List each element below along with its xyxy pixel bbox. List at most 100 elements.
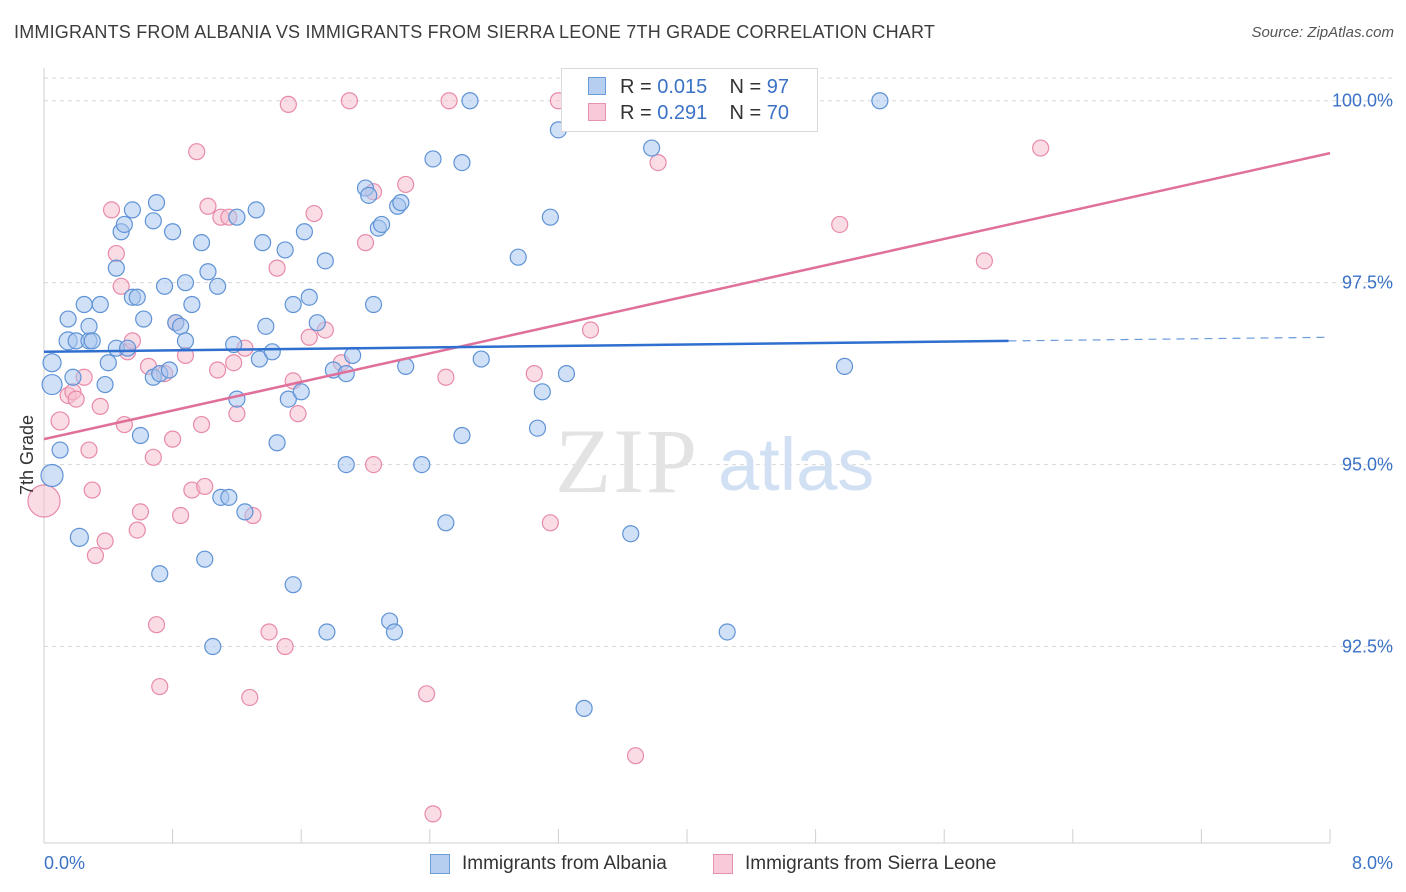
albania-point (424, 150, 442, 168)
sierra-leone-point (107, 244, 125, 263)
albania-legend-swatch (430, 854, 450, 874)
albania-point (718, 623, 736, 641)
albania-point (99, 354, 117, 372)
n-label: N = (729, 75, 762, 98)
y-axis-label: 7th Grade (17, 415, 37, 495)
sierra-leone-point (525, 365, 543, 383)
sierra-leone-point (96, 532, 114, 550)
albania-point (69, 527, 89, 547)
sierra-leone-point (102, 201, 121, 219)
sierra-leone-point (151, 677, 169, 696)
watermark-atlas: atlas (718, 423, 874, 506)
albania-n-value: 97 (766, 75, 790, 98)
albania-point (308, 314, 326, 332)
sierra-leone-point (86, 546, 105, 565)
sierra-leone-point (112, 277, 130, 295)
albania-point (316, 252, 334, 270)
bottom-legend-sierra-leone: Immigrants from Sierra Leone (713, 852, 996, 876)
albania-point (472, 350, 490, 368)
legend-row-albania: R = 0.015 N = 97 (588, 74, 789, 100)
sierra-leone-point (279, 95, 297, 113)
albania-point (91, 295, 109, 314)
axes (43, 68, 1331, 844)
albania-point (622, 525, 640, 543)
albania-point (453, 426, 471, 445)
y-tick-label: 95.0% (1342, 455, 1393, 475)
source-label: Source: ZipAtlas.com (1251, 24, 1394, 41)
albania-point (75, 295, 93, 314)
albania-point (533, 383, 551, 401)
sierra-leone-point (241, 688, 259, 707)
albania-point (300, 288, 318, 306)
sierra-leone-point (975, 252, 993, 270)
sierra-leone-legend-swatch (713, 854, 733, 874)
albania-point (40, 463, 64, 488)
tick-labels: 92.5% 95.0% 97.5% 100.0% 0.0% 8.0% (44, 91, 1393, 873)
albania-point (392, 194, 410, 212)
sierra-leone-point (147, 616, 166, 634)
sierra-leone-point (300, 328, 318, 346)
sierra-leone-point (1032, 139, 1050, 157)
albania-point (80, 317, 98, 335)
sierra-leone-point (128, 521, 146, 539)
x-tick-label-min: 0.0% (44, 853, 85, 873)
sierra-leone-point (397, 175, 415, 194)
albania-point (337, 455, 355, 474)
albania-point (64, 368, 82, 386)
albania-points (40, 92, 889, 717)
sierra-leone-n-value: 70 (766, 101, 790, 124)
albania-point (172, 317, 190, 335)
sierra-leone-point (364, 455, 383, 474)
albania-point (284, 576, 302, 594)
albania-point (164, 223, 182, 241)
albania-point (199, 263, 217, 281)
sierra-leone-point (260, 623, 278, 641)
sierra-leone-point (225, 354, 243, 372)
watermark: ZIP atlas (555, 410, 874, 512)
albania-point (541, 208, 559, 226)
albania-point (209, 277, 227, 295)
albania-point (268, 434, 286, 452)
albania-point (360, 186, 378, 204)
sierra-leone-point (192, 415, 211, 434)
sierra-leone-point (276, 637, 294, 656)
albania-point (176, 274, 195, 292)
sierra-leone-point (440, 92, 458, 110)
chart-title: IMMIGRANTS FROM ALBANIA VS IMMIGRANTS FR… (14, 22, 936, 42)
sierra-leone-swatch (588, 103, 606, 121)
sierra-leone-point (209, 361, 227, 379)
albania-point (135, 310, 153, 328)
albania-point (372, 215, 391, 234)
sierra-leone-point (581, 321, 600, 339)
albania-point (123, 201, 142, 219)
sierra-leone-legend-label: Immigrants from Sierra Leone (745, 853, 997, 874)
albania-point (254, 234, 272, 252)
albania-point (557, 365, 576, 383)
albania-point (318, 623, 336, 641)
albania-point (107, 259, 125, 277)
n-label: N = (729, 101, 762, 124)
sierra-leone-point (172, 506, 190, 525)
sierra-leone-point (268, 259, 286, 277)
sierra-leone-point (131, 503, 150, 521)
albania-trend-line (43, 339, 1009, 354)
sierra-leone-point (91, 397, 109, 415)
x-tick-label-max: 8.0% (1352, 853, 1393, 873)
albania-point (292, 383, 310, 401)
albania-point (461, 92, 479, 110)
albania-point (284, 295, 302, 314)
albania-point (528, 419, 547, 437)
sierra-leone-point (417, 685, 436, 703)
albania-point (263, 343, 281, 361)
albania-point (118, 339, 137, 357)
sierra-leone-point (340, 92, 359, 110)
albania-point (453, 154, 471, 172)
albania-point (295, 223, 314, 241)
sierra-leone-point (199, 197, 217, 215)
sierra-leone-point (649, 154, 667, 172)
sierra-leone-point (144, 448, 162, 466)
albania-point (236, 503, 254, 521)
sierra-leone-trend-line (43, 151, 1331, 441)
albania-point (183, 295, 201, 314)
